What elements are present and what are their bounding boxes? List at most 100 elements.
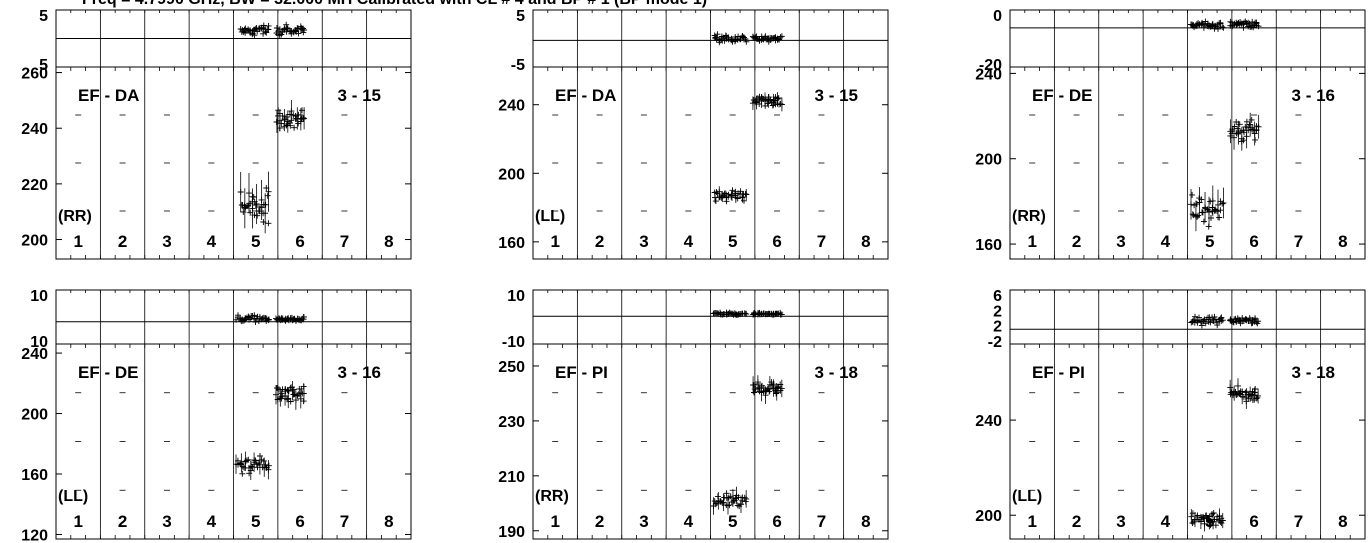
amplitude-point bbox=[1193, 201, 1200, 207]
amplitude-point bbox=[237, 460, 243, 467]
amplitude-tick-label: 190 bbox=[498, 524, 525, 541]
amplitude-tick-label: 120 bbox=[21, 527, 48, 543]
amplitude-point bbox=[287, 122, 294, 129]
amplitude-tick-label: 250 bbox=[498, 359, 525, 376]
phase-point bbox=[265, 22, 272, 29]
amplitude-point bbox=[295, 111, 302, 118]
baseline-label: EF - DA bbox=[78, 86, 139, 105]
antenna-number: 3 bbox=[162, 512, 171, 531]
amplitude-point bbox=[262, 461, 269, 468]
amplitude-point bbox=[1194, 213, 1201, 220]
phase-point bbox=[300, 314, 307, 320]
amplitude-tick-label: 210 bbox=[498, 469, 525, 486]
amplitude-point bbox=[742, 190, 749, 197]
antenna-number: 5 bbox=[1205, 232, 1214, 251]
antenna-number: 8 bbox=[861, 512, 870, 531]
phase-point bbox=[1209, 314, 1215, 321]
amplitude-point bbox=[742, 498, 749, 505]
phase-point bbox=[1217, 20, 1224, 27]
amplitude-point bbox=[770, 381, 777, 388]
phase-point bbox=[1196, 314, 1202, 321]
antenna-number: 6 bbox=[1249, 512, 1258, 531]
antenna-number: 6 bbox=[295, 232, 304, 251]
antenna-number: 8 bbox=[1338, 232, 1347, 251]
antenna-number: 4 bbox=[1161, 512, 1171, 531]
amplitude-point bbox=[777, 100, 784, 107]
phase-point bbox=[284, 25, 291, 31]
amplitude-point bbox=[1236, 121, 1243, 128]
antenna-number: 5 bbox=[728, 232, 737, 251]
amplitude-point bbox=[1200, 218, 1207, 225]
amplitude-point bbox=[286, 111, 293, 118]
phase-tick-label: -20 bbox=[979, 57, 1002, 74]
amplitude-tick-label: 160 bbox=[498, 235, 525, 252]
amplitude-point bbox=[243, 457, 250, 464]
amplitude-point bbox=[245, 456, 252, 463]
phase-point bbox=[251, 32, 258, 39]
phase-point bbox=[1198, 322, 1205, 329]
amplitude-point bbox=[1240, 137, 1247, 144]
amplitude-point bbox=[262, 201, 269, 208]
phase-tick-label: -2 bbox=[988, 334, 1002, 351]
amplitude-point bbox=[741, 197, 747, 204]
baseline-label: EF - PI bbox=[1032, 363, 1085, 382]
amplitude-point bbox=[250, 194, 257, 200]
amplitude-point bbox=[265, 462, 272, 469]
antenna-number: 3 bbox=[1116, 232, 1125, 251]
phase-point bbox=[283, 21, 290, 28]
amplitude-point bbox=[750, 382, 757, 389]
amplitude-point bbox=[1207, 519, 1214, 526]
phase-tick-label: 2 bbox=[993, 319, 1002, 336]
amplitude-point bbox=[1198, 196, 1205, 203]
amplitude-point bbox=[1243, 388, 1250, 395]
antenna-number: 2 bbox=[118, 512, 127, 531]
amplitude-point bbox=[1248, 116, 1255, 123]
amplitude-point bbox=[1242, 389, 1249, 396]
antenna-number: 3 bbox=[1116, 512, 1125, 531]
baseline-label: EF - DE bbox=[78, 363, 138, 382]
antenna-number: 1 bbox=[550, 232, 559, 251]
phase-point bbox=[1250, 24, 1257, 31]
panel-1: 5 5 200 220 240 260 EF - DA 3 - 15 (RR) 1 2 3 4 5 6 7 8 bbox=[21, 8, 412, 260]
polarization-label: (RR) bbox=[1012, 208, 1046, 225]
phase-point bbox=[265, 316, 272, 323]
amplitude-point bbox=[1219, 200, 1226, 207]
antenna-number: 7 bbox=[817, 512, 826, 531]
phase-point bbox=[1212, 22, 1219, 29]
phase-point bbox=[1255, 318, 1262, 325]
amplitude-tick-label: 200 bbox=[21, 407, 48, 424]
amplitude-point bbox=[1252, 386, 1259, 392]
antenna-number: 6 bbox=[295, 512, 304, 531]
phase-tick-label: -10 bbox=[502, 334, 525, 351]
antenna-number: 8 bbox=[1338, 512, 1347, 531]
timerange-label: 3 - 16 bbox=[1292, 86, 1335, 105]
amplitude-point bbox=[264, 192, 271, 199]
amplitude-point bbox=[722, 190, 729, 197]
phase-point bbox=[278, 31, 285, 38]
antenna-number: 2 bbox=[595, 512, 604, 531]
amplitude-point bbox=[1241, 129, 1247, 136]
amplitude-point bbox=[767, 96, 774, 103]
amplitude-point bbox=[751, 389, 757, 396]
antenna-number: 4 bbox=[684, 512, 694, 531]
amplitude-tick-label: 230 bbox=[498, 414, 525, 431]
antenna-number: 2 bbox=[1072, 232, 1081, 251]
amplitude-tick-label: 240 bbox=[21, 121, 48, 138]
phase-tick-label: 10 bbox=[30, 288, 48, 305]
antenna-number: 4 bbox=[207, 232, 217, 251]
phase-point bbox=[778, 311, 785, 318]
amplitude-point bbox=[247, 209, 254, 216]
timerange-label: 3 - 15 bbox=[338, 86, 381, 105]
amplitude-point bbox=[775, 95, 782, 101]
phase-tick-label: 6 bbox=[993, 288, 1002, 305]
phase-point bbox=[743, 310, 750, 317]
amplitude-point bbox=[275, 107, 282, 114]
amplitude-point bbox=[1205, 516, 1212, 522]
amplitude-point bbox=[1194, 512, 1201, 519]
amplitude-point bbox=[1189, 211, 1196, 218]
phase-point bbox=[777, 34, 784, 41]
antenna-number: 8 bbox=[384, 232, 393, 251]
phase-point bbox=[1219, 24, 1226, 30]
amplitude-point bbox=[734, 502, 741, 509]
